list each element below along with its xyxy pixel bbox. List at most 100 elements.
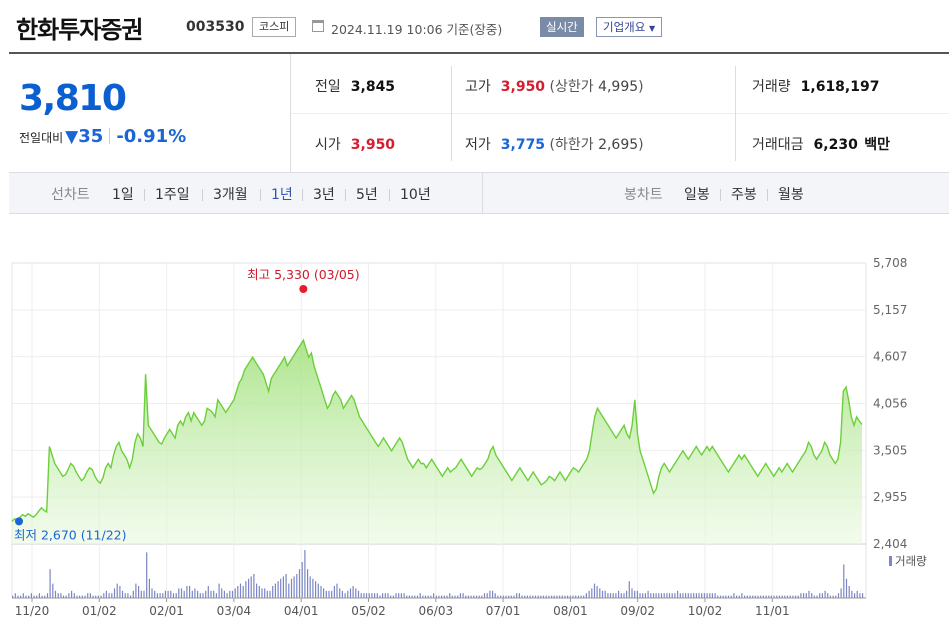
volume-bar (167, 590, 169, 598)
volume-bar (762, 595, 764, 598)
volume-bar (89, 593, 91, 598)
volume-bar (105, 590, 107, 598)
volume-bar (532, 595, 534, 598)
volume-bar (331, 590, 333, 598)
volume-bar (352, 586, 354, 598)
volume-bar (382, 593, 384, 598)
volume-bar (207, 586, 209, 598)
volume-bar (618, 590, 620, 598)
x-tick-label: 03/04 (217, 604, 252, 618)
volume-bar (719, 595, 722, 598)
period-10y[interactable]: 10년 (400, 187, 431, 203)
volume-bar (497, 595, 499, 598)
volume-bar (561, 595, 563, 598)
volume-bar (859, 593, 861, 598)
period-selector: 선차트 1일 1주일 3개월 1년 3년 5년 10년 봉차트 일봉 주봉 월봉 (9, 172, 949, 214)
volume-bar (422, 595, 424, 598)
volume-bar (677, 590, 679, 598)
volume-bar (38, 593, 40, 598)
period-5y[interactable]: 5년 (356, 187, 378, 203)
volume-bar (46, 593, 49, 598)
period-1y[interactable]: 1년 (271, 187, 293, 203)
volume-bar (760, 595, 762, 598)
volume-bar (682, 593, 684, 598)
volume-bar (365, 593, 368, 598)
volume-bar (706, 593, 708, 598)
volume-bar (164, 590, 166, 598)
period-3y[interactable]: 3년 (313, 187, 335, 203)
realtime-button[interactable]: 실시간 (540, 17, 584, 37)
volume-bar (363, 593, 365, 598)
change-label: 전일대비 (19, 131, 64, 145)
volume-bar (438, 595, 440, 598)
volume-bar (411, 595, 413, 598)
volume-bar (347, 590, 349, 598)
volume-bar (459, 593, 461, 598)
x-tick-label: 05/02 (351, 604, 386, 618)
volume-bar (585, 593, 587, 598)
volume-bar (542, 595, 545, 598)
volume-bar (419, 593, 421, 598)
volume-bar (492, 590, 494, 598)
volume-bar (540, 595, 542, 598)
volume-bar (650, 593, 652, 598)
volume-bar (524, 595, 526, 598)
market-badge: 코스피 (252, 17, 297, 37)
volume-bar (22, 593, 24, 598)
volume-bar (572, 595, 574, 598)
volume-bar (701, 593, 703, 598)
volume-bar (792, 595, 794, 598)
volume-bar (862, 593, 864, 598)
volume-bar (660, 593, 663, 598)
volume-bar (140, 590, 142, 598)
volume-bar (738, 595, 740, 598)
volume-bar (545, 595, 547, 598)
volume-bar (119, 586, 121, 598)
volume-bar (483, 593, 486, 598)
volume-bar (178, 588, 180, 598)
volume-bar (312, 578, 314, 598)
volume-bar (722, 595, 724, 598)
volume-bar (816, 595, 818, 598)
volume-bar (703, 593, 705, 598)
volume-bar (202, 593, 204, 598)
volume-bar (290, 578, 293, 598)
volume-bar (336, 583, 338, 598)
volume-bar (339, 588, 341, 598)
volume-bar (658, 593, 660, 598)
volume-bar (813, 595, 815, 598)
volume-bar (768, 595, 770, 598)
company-overview-dropdown[interactable]: 기업개요 ▼ (596, 17, 663, 37)
volume-bar (725, 595, 727, 598)
volume-bar (521, 595, 523, 598)
x-tick-label: 11/01 (755, 604, 790, 618)
volume-bar (744, 595, 746, 598)
quote-datetime: 2024.11.19 10:06 기준(장중) (331, 22, 503, 37)
volume-bar (189, 586, 191, 598)
period-3m[interactable]: 3개월 (213, 187, 248, 203)
volume-bar (805, 593, 807, 598)
volume-bar (81, 595, 83, 598)
volume-bar (320, 586, 322, 598)
period-1w[interactable]: 1주일 (155, 187, 190, 203)
price-area (12, 340, 862, 544)
volume-bar (76, 595, 78, 598)
prev-close: 전일 3,845 (315, 79, 396, 95)
volume-bar (186, 586, 188, 598)
volume-bar (371, 593, 373, 598)
volume-bar (403, 593, 405, 598)
candle-weekly[interactable]: 주봉 (731, 187, 757, 203)
period-1d[interactable]: 1일 (112, 187, 134, 203)
volume-bar (54, 590, 57, 598)
volume-bar (663, 593, 665, 598)
volume-bar (615, 593, 617, 598)
volume-bar (475, 595, 478, 598)
stock-code: 003530 (186, 19, 245, 35)
volume-bar (773, 595, 775, 598)
volume-bar (328, 590, 330, 598)
candle-monthly[interactable]: 월봉 (778, 187, 804, 203)
volume-bar (591, 588, 593, 598)
candle-daily[interactable]: 일봉 (684, 187, 710, 203)
down-arrow-icon: ▼ (65, 127, 79, 147)
volume-bar (770, 595, 772, 598)
